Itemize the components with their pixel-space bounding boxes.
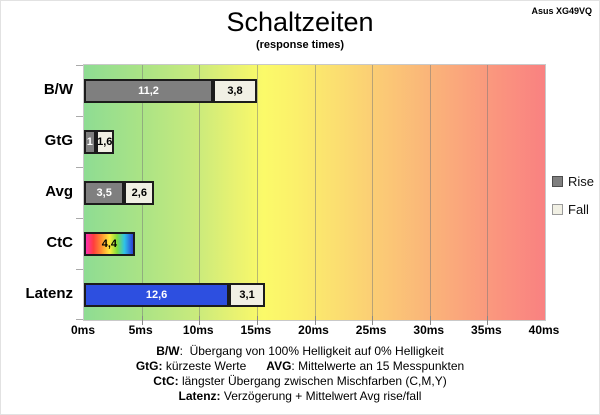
y-axis-tick: [76, 65, 83, 66]
category-label-ctc: CtC: [46, 234, 73, 251]
gridline-10ms: [199, 65, 201, 320]
bar-value-label: 3,8: [227, 84, 243, 97]
chart-title: Schaltzeiten: [226, 7, 374, 37]
bar-value-label: 4,4: [101, 237, 117, 250]
x-axis-tick: [429, 316, 431, 325]
legend-item-fall: Fall: [552, 202, 594, 217]
category-label-avg: Avg: [45, 183, 73, 200]
chart-subtitle: (response times): [255, 39, 345, 51]
bar-gtg-rise: 1: [84, 130, 96, 154]
y-axis-tick: [76, 269, 83, 270]
footer-term: CtC:: [153, 374, 179, 388]
category-label-latenz: Latenz: [25, 285, 73, 302]
gridline-30ms: [429, 65, 431, 320]
bar-value-label: 3,1: [239, 288, 255, 301]
bar-avg-fall: 2,6: [124, 181, 155, 205]
legend: Rise Fall: [552, 174, 594, 230]
bar-gtg-fall: 1,6: [95, 130, 114, 154]
device-label: Asus XG49VQ: [531, 6, 592, 16]
footer-text: : Mittelwerte an 15 Messpunkten: [291, 359, 465, 373]
x-tick-label-20ms: 20ms: [298, 323, 329, 337]
bar-value-label: 12,6: [145, 288, 168, 301]
footer-term: B/W: [156, 344, 180, 358]
x-tick-label-40ms: 40ms: [528, 323, 560, 337]
bar-latenz-rise: 12,6: [84, 283, 230, 307]
y-axis-tick: [76, 116, 83, 117]
bar-value-label: 11,2: [138, 84, 159, 97]
footer-text: : Übergang von 100% Helligkeit auf 0% He…: [179, 344, 444, 358]
bar-value-label: 3,5: [96, 186, 112, 199]
x-tick-label-35ms: 35ms: [471, 323, 502, 337]
footer-note-line-3: CtC: längster Übergang zwischen Mischfar…: [1, 374, 599, 389]
footer-notes: B/W: Übergang von 100% Helligkeit auf 0%…: [1, 344, 599, 404]
gridline-35ms: [487, 65, 489, 320]
bar-ctc-rise: 4,4: [84, 232, 135, 256]
x-axis-tick: [314, 316, 316, 325]
bar-value-label: 2,6: [131, 186, 147, 199]
bar-bw-fall: 3,8: [213, 79, 257, 103]
gridline-25ms: [372, 65, 374, 320]
x-axis-tick: [199, 316, 201, 325]
legend-swatch-rise-icon: [552, 176, 563, 187]
y-axis-tick: [76, 319, 83, 320]
category-label-gtg: GtG: [44, 132, 73, 149]
footer-note-line-2: GtG: kürzeste Werte AVG: Mittelwerte an …: [1, 359, 599, 374]
legend-item-rise: Rise: [552, 174, 594, 189]
bar-value-label: 1: [86, 135, 93, 148]
y-axis-tick: [76, 218, 83, 219]
footer-term: GtG:: [135, 359, 163, 373]
category-label-bw: B/W: [43, 81, 73, 98]
x-tick-label-30ms: 30ms: [413, 323, 445, 337]
x-tick-label-0ms: 0ms: [70, 323, 96, 337]
y-axis-tick: [76, 167, 83, 168]
footer-note-line-1: B/W: Übergang von 100% Helligkeit auf 0%…: [1, 344, 599, 359]
legend-label: Rise: [568, 174, 595, 189]
x-tick-label-10ms: 10ms: [182, 323, 214, 337]
bar-avg-rise: 3,5: [84, 181, 125, 205]
x-axis-tick: [372, 316, 374, 325]
gridline-20ms: [314, 65, 316, 320]
x-axis-tick: [487, 316, 489, 325]
x-tick-label-15ms: 15ms: [240, 323, 272, 337]
x-tick-label-5ms: 5ms: [128, 323, 153, 337]
footer-text: längster Übergang zwischen Mischfarben (…: [178, 374, 447, 388]
x-axis-tick: [256, 316, 258, 325]
footer-term: AVG: [266, 359, 292, 373]
bar-value-label: 1,6: [97, 135, 113, 148]
legend-label: Fall: [568, 202, 589, 217]
x-tick-label-25ms: 25ms: [355, 323, 387, 337]
x-axis-tick: [141, 316, 143, 325]
plot-area: 11,2 3,8 1 1,6 3,5 2,6 4,4 12,6 3,1: [76, 64, 546, 325]
bar-latenz-fall: 3,1: [229, 283, 265, 307]
footer-text: Verzögerung + Mittelwert Avg rise/fall: [220, 389, 422, 403]
footer-text: kürzeste Werte: [162, 359, 267, 373]
bar-bw-rise: 11,2: [84, 79, 214, 103]
gridline-15ms: [256, 65, 258, 320]
footer-note-line-4: Latenz: Verzögerung + Mittelwert Avg ris…: [1, 389, 599, 404]
footer-term: Latenz:: [178, 389, 221, 403]
legend-swatch-fall-icon: [552, 204, 563, 215]
